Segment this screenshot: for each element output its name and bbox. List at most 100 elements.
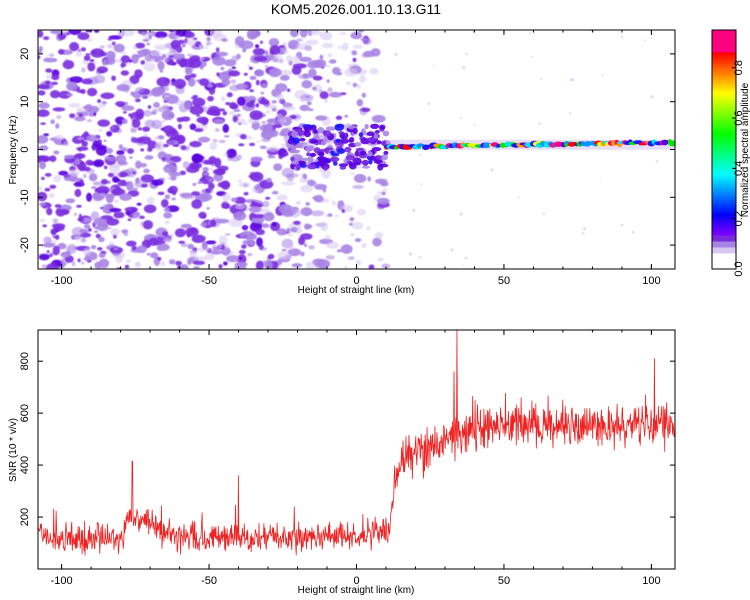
heatmap-cell	[143, 133, 148, 137]
colorbar-step	[712, 41, 736, 45]
heatmap-cell	[306, 101, 312, 106]
spectrogram-ytick-label: 10	[19, 96, 31, 108]
heatmap-cell	[583, 227, 587, 231]
heatmap-cell	[125, 259, 132, 264]
heatmap-cell	[67, 243, 77, 254]
heatmap-cell	[224, 244, 229, 249]
heatmap-cell	[97, 119, 110, 127]
heatmap-cell	[346, 81, 352, 86]
colorbar-step	[712, 201, 736, 204]
heatmap-cell	[42, 224, 47, 228]
heatmap-cell	[44, 187, 51, 192]
heatmap-cell	[259, 145, 267, 149]
heatmap-cell	[592, 30, 595, 33]
heatmap-cell	[221, 77, 229, 84]
colorbar-step	[712, 185, 736, 188]
heatmap-cell	[266, 177, 272, 183]
heatmap-cell	[203, 160, 215, 165]
heatmap-cell	[117, 172, 128, 177]
heatmap-cell	[335, 115, 343, 121]
heatmap-cell	[367, 176, 371, 182]
heatmap-cell	[186, 37, 197, 47]
heatmap-cell	[324, 98, 328, 104]
heatmap-cell	[104, 147, 114, 154]
heatmap-cell	[102, 62, 108, 66]
snr-background	[38, 330, 675, 569]
heatmap-cell	[382, 188, 388, 192]
heatmap-cell	[95, 145, 107, 156]
heatmap-cell	[260, 130, 274, 140]
heatmap-cell	[255, 103, 260, 108]
heatmap-cell	[76, 146, 89, 151]
heatmap-cell	[272, 123, 283, 129]
colorbar-step	[712, 249, 736, 252]
heatmap-cell	[62, 60, 75, 70]
heatmap-cell	[134, 261, 141, 268]
heatmap-cell	[58, 170, 69, 176]
heatmap-cell	[181, 43, 186, 48]
heatmap-cell	[140, 163, 147, 168]
heatmap-cell	[261, 97, 265, 102]
heatmap-cell	[75, 236, 81, 241]
heatmap-cell	[154, 58, 161, 63]
colorbar-step	[712, 247, 736, 250]
colorbar-step	[712, 101, 736, 105]
heatmap-cell	[299, 30, 308, 38]
heatmap-cell	[289, 246, 295, 251]
heatmap-cell	[193, 256, 207, 262]
heatmap-cell	[139, 215, 146, 219]
heatmap-cell	[91, 51, 98, 54]
heatmap-cell	[69, 113, 76, 119]
colorbar-step	[712, 165, 736, 168]
heatmap-cell	[40, 122, 46, 125]
heatmap-cell	[94, 30, 100, 33]
heatmap-cell	[107, 226, 112, 230]
heatmap-cell	[255, 260, 264, 269]
colorbar-step	[712, 189, 736, 192]
heatmap-cell	[53, 175, 62, 183]
heatmap-cell	[271, 222, 277, 227]
colorbar-step	[712, 109, 736, 113]
heatmap-cell	[517, 196, 520, 199]
heatmap-cell	[528, 32, 531, 35]
heatmap-cell	[208, 87, 216, 95]
heatmap-cell	[265, 146, 280, 152]
heatmap-cell	[377, 257, 384, 262]
heatmap-cell	[41, 176, 45, 181]
heatmap-cell	[137, 50, 141, 55]
heatmap-cell	[281, 105, 296, 111]
heatmap-cell	[154, 141, 166, 152]
heatmap-cell	[252, 48, 265, 56]
snr-ytick-label: 400	[19, 456, 31, 474]
heatmap-cell	[132, 171, 137, 175]
heatmap-cell	[296, 164, 301, 171]
heatmap-cell	[46, 263, 59, 269]
heatmap-cell	[113, 211, 125, 219]
heatmap-cell	[305, 202, 311, 206]
heatmap-cell	[275, 113, 283, 119]
heatmap-cell	[220, 66, 225, 71]
heatmap-cell	[54, 134, 64, 141]
colorbar-step	[712, 221, 736, 224]
heatmap-cell	[381, 191, 386, 196]
colorbar-step	[712, 135, 736, 138]
heatmap-cell	[156, 77, 171, 87]
heatmap-cell	[108, 35, 123, 40]
heatmap-cell	[367, 137, 376, 143]
heatmap-cell	[187, 243, 194, 250]
heatmap-cell	[281, 238, 294, 249]
heatmap-cell	[214, 157, 222, 168]
heatmap-cell	[53, 150, 60, 155]
heatmap-cell	[293, 220, 301, 225]
colorbar-step	[712, 61, 736, 65]
heatmap-cell	[185, 145, 190, 151]
heatmap-cell	[367, 151, 373, 157]
heatmap-cell	[286, 88, 291, 92]
heatmap-cell	[305, 39, 319, 46]
colorbar-step	[712, 137, 736, 140]
heatmap-cell	[356, 208, 366, 216]
heatmap-cell	[212, 138, 218, 143]
heatmap-cell	[297, 160, 307, 165]
heatmap-cell	[228, 70, 241, 77]
colorbar-step	[712, 223, 736, 226]
